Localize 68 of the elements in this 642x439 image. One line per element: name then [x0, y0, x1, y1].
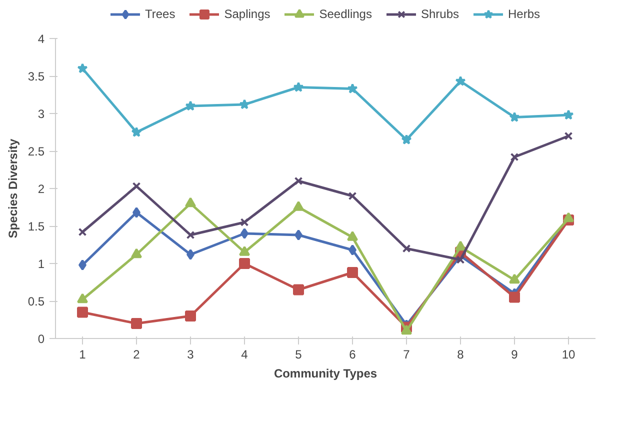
x-tick-label: 1 [79, 348, 86, 362]
point [77, 63, 88, 74]
y-tick-label: 1 [38, 257, 45, 271]
point [185, 310, 196, 322]
y-tick-label: 1.5 [28, 220, 45, 234]
point [347, 267, 358, 278]
x-tick-label: 4 [241, 348, 248, 362]
point [455, 76, 466, 86]
x-tick-label: 10 [562, 348, 576, 362]
x-tick-label: 7 [403, 348, 410, 362]
legend-label: Seedlings [319, 7, 372, 21]
point [348, 244, 356, 256]
point [456, 256, 465, 264]
point [185, 100, 196, 111]
point [347, 83, 358, 94]
point [509, 274, 520, 284]
point [293, 201, 304, 211]
point [78, 260, 86, 270]
point [239, 258, 250, 269]
point [131, 248, 142, 258]
y-tick-label: 3 [38, 107, 45, 121]
point [132, 207, 140, 218]
point [401, 134, 412, 144]
y-tick-label: 0 [38, 332, 45, 346]
point [131, 126, 142, 137]
x-tick-label: 9 [511, 348, 518, 362]
legend-label: Herbs [508, 7, 540, 21]
point [131, 318, 142, 329]
x-tick-label: 5 [295, 348, 302, 362]
point [185, 197, 196, 208]
point [77, 306, 88, 318]
x-tick-label: 6 [349, 348, 356, 362]
point [293, 284, 304, 296]
point [509, 112, 520, 122]
y-tick-label: 0.5 [28, 294, 45, 308]
legend-label: Trees [144, 7, 176, 21]
point [510, 152, 519, 162]
x-tick-label: 2 [133, 348, 140, 362]
point [186, 230, 195, 240]
point [78, 228, 87, 236]
point [293, 82, 304, 92]
point [240, 218, 249, 226]
point [132, 182, 141, 190]
point [347, 231, 358, 241]
x-tick-label: 3 [187, 348, 194, 362]
legend-label: Shrubs [420, 7, 459, 21]
point [240, 228, 248, 239]
point [348, 192, 357, 200]
point [563, 110, 574, 120]
point [509, 292, 520, 303]
point [77, 293, 88, 304]
y-tick-label: 2 [38, 182, 45, 196]
point [239, 99, 250, 110]
point [294, 176, 303, 186]
point [564, 132, 573, 140]
legend-label: Saplings [224, 7, 270, 21]
x-axis-title: Community Types [274, 366, 378, 380]
point [239, 246, 250, 256]
point [294, 230, 302, 240]
point [186, 249, 194, 260]
y-tick-label: 4 [38, 32, 45, 46]
point [402, 244, 411, 253]
y-axis-title: Species Diversity [6, 138, 20, 238]
point [455, 240, 466, 251]
y-tick-label: 3.5 [28, 70, 45, 84]
point [401, 324, 412, 335]
x-tick-label: 8 [457, 348, 464, 362]
y-tick-label: 2.5 [28, 144, 45, 158]
